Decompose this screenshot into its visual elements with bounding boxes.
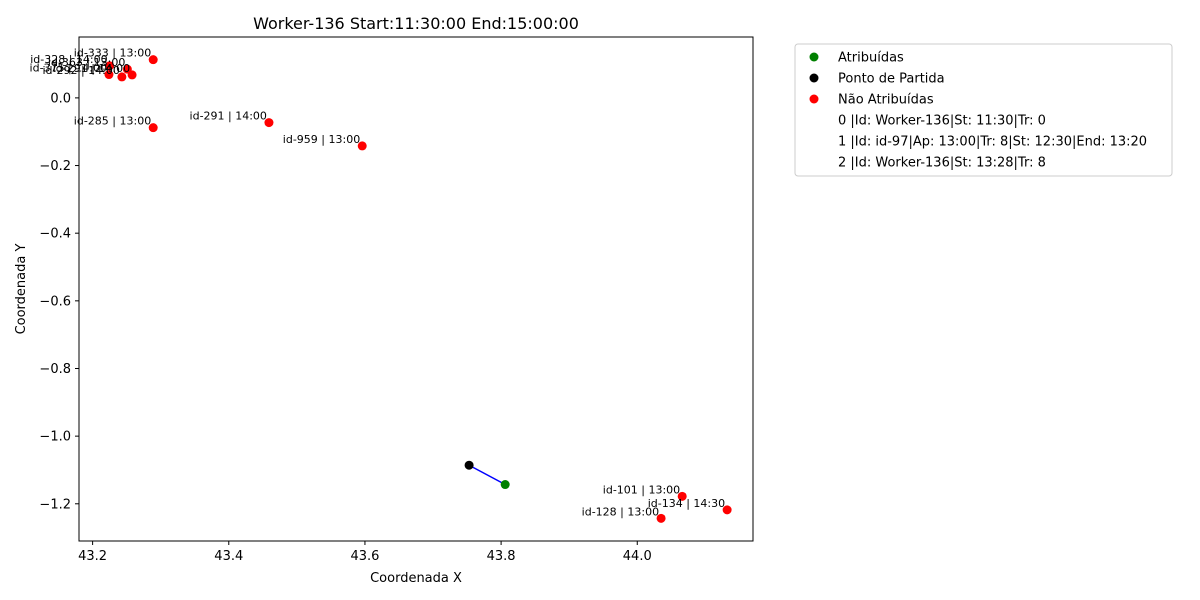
- legend-entry: Não Atribuídas: [838, 93, 934, 108]
- point-label: id-328 | 14:00: [30, 53, 107, 66]
- point-label: id-375 | 14:00: [30, 62, 107, 75]
- legend-marker: [809, 73, 819, 83]
- chart-title: Worker-136 Start:11:30:00 End:15:00:00: [253, 14, 579, 33]
- y-tick-label: −0.6: [39, 294, 71, 309]
- legend-entry: Ponto de Partida: [838, 72, 945, 87]
- point-label: id-959 | 13:00: [283, 133, 360, 146]
- data-point: [357, 141, 367, 151]
- point-label: id-285 | 13:00: [74, 115, 151, 128]
- y-tick-label: −0.4: [39, 227, 71, 242]
- legend-entry: Atribuídas: [838, 51, 904, 66]
- point-label: id-291 | 14:00: [190, 110, 267, 123]
- route-line: [468, 464, 506, 486]
- data-point: [104, 70, 114, 80]
- data-point: [148, 123, 158, 133]
- data-point: [105, 61, 115, 71]
- x-tick-label: 43.2: [78, 549, 107, 564]
- x-tick-label: 44.0: [623, 549, 652, 564]
- legend: Atribuídas Ponto de Partida Não Atribuídas…: [794, 43, 1173, 177]
- data-point: [127, 70, 137, 80]
- data-point: [500, 480, 510, 490]
- data-point: [656, 513, 666, 523]
- x-tick-label: 43.4: [214, 549, 243, 564]
- point-label: id-128 | 13:00: [582, 505, 659, 518]
- data-point: [464, 460, 474, 470]
- point-label: id-333 | 13:00: [74, 47, 151, 60]
- legend-entry: 1 |Id: id-97|Ap: 13:00|Tr: 8|St: 12:30|E…: [838, 135, 1147, 150]
- data-point: [264, 118, 274, 128]
- y-axis: 0.0 −0.2 −0.4 −0.6 −0.8 −1.0 −1.2: [39, 91, 79, 512]
- point-label: id-101 | 13:00: [603, 483, 680, 496]
- legend-marker: [809, 52, 819, 62]
- y-tick-label: −1.0: [39, 430, 71, 445]
- point-label: id-291 | 14:00: [53, 62, 130, 75]
- point-label: id-292 | 14:00: [42, 64, 119, 77]
- y-tick-label: 0.0: [50, 91, 71, 106]
- data-point: [722, 505, 732, 515]
- data-point: [117, 72, 127, 82]
- x-axis: 43.2 43.4 43.6 43.8 44.0: [78, 541, 652, 564]
- x-tick-label: 43.8: [487, 549, 516, 564]
- y-axis-title: Coordenada Y: [14, 244, 29, 335]
- y-tick-label: −0.8: [39, 362, 71, 377]
- legend-frame: [794, 43, 1173, 177]
- legend-entry: 0 |Id: Worker-136|St: 11:30|Tr: 0: [838, 114, 1046, 129]
- x-axis-title: Coordenada X: [370, 571, 462, 586]
- data-point: [677, 491, 687, 501]
- y-tick-label: −1.2: [39, 497, 71, 512]
- plot-frame: [78, 36, 754, 542]
- x-tick-label: 43.6: [350, 549, 379, 564]
- data-point: [148, 55, 158, 65]
- point-label: id-134 | 14:30: [648, 497, 725, 510]
- legend-marker: [809, 94, 819, 104]
- y-tick-label: −0.2: [39, 159, 71, 174]
- point-label: id-363 | 13:00: [48, 56, 125, 69]
- legend-entry: 2 |Id: Worker-136|St: 13:28|Tr: 8: [838, 156, 1046, 171]
